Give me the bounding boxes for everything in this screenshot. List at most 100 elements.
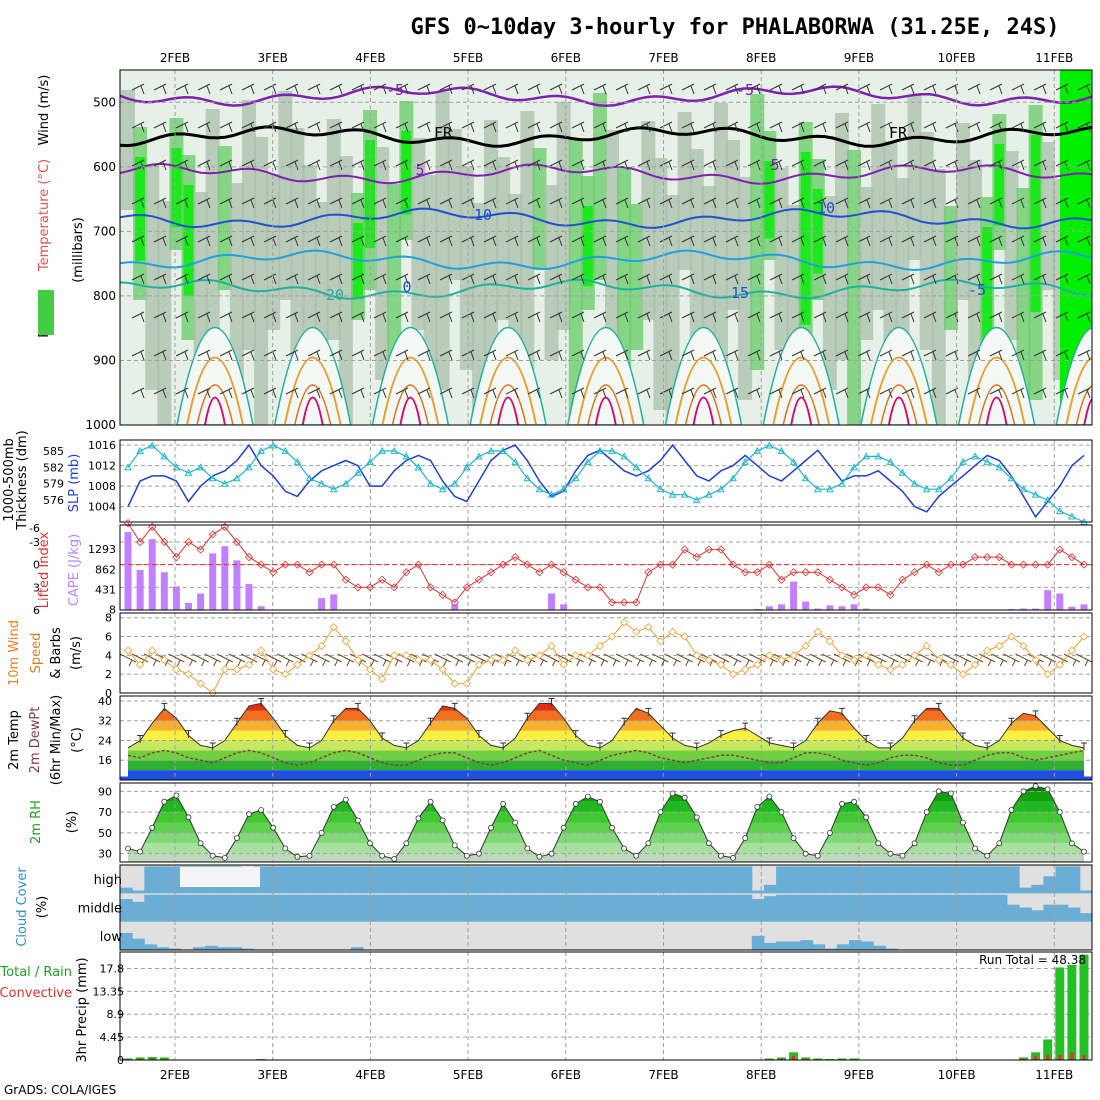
cloud-bar (836, 944, 850, 950)
rh-point (1044, 786, 1051, 793)
wind-barb (329, 311, 343, 323)
cloud-bar (1031, 884, 1044, 894)
wind-barb (351, 235, 365, 247)
contour-label: -5 (386, 81, 404, 99)
precip-tick: 0 (117, 1054, 124, 1067)
wind-barb (219, 235, 233, 247)
wind-barb (1063, 653, 1081, 667)
thickness-point (753, 446, 762, 454)
wind-barb (219, 387, 233, 399)
lifted-index-point (704, 545, 713, 554)
wind-barb (285, 235, 299, 247)
dewpoint-line (127, 749, 1085, 766)
thickness-point (487, 446, 495, 454)
rh-streak (738, 177, 753, 400)
rh-point (742, 835, 749, 841)
wind-barb (461, 387, 475, 399)
wind-barb (241, 83, 255, 95)
wind-speed-point (765, 651, 774, 660)
wind-barb (615, 159, 629, 171)
thickness-point (208, 474, 217, 482)
cape-bar (221, 546, 229, 610)
rh-point (681, 794, 688, 801)
rh-point (500, 800, 507, 807)
cloud-bar (314, 894, 328, 922)
wind-barb (791, 349, 805, 361)
wind-barb (593, 197, 607, 209)
wind-speed-point (849, 655, 859, 665)
cloud-bar (849, 940, 862, 950)
wind-speed-point (486, 655, 496, 665)
thickness-point (874, 452, 883, 460)
panel-frame (119, 782, 1093, 863)
wind-barb (527, 159, 541, 171)
lifted-index-point (656, 560, 665, 569)
slp-tick: 1004 (88, 501, 116, 514)
wind-speed-point (595, 641, 605, 651)
wind-barb (505, 273, 519, 285)
wind-barb (659, 273, 673, 285)
cape-bar (245, 584, 253, 610)
wind-barb (307, 273, 321, 285)
wind-barb (1077, 121, 1091, 133)
wind-speed-point (837, 651, 847, 660)
thickness-point (329, 485, 338, 493)
rh-point (379, 852, 386, 859)
thickness-point (729, 474, 737, 482)
thickness-tick: 579 (43, 478, 64, 491)
rh-point (863, 814, 870, 821)
cloud-bar (144, 866, 157, 894)
wind-speed-point (523, 655, 532, 665)
rh-point (1008, 807, 1015, 813)
rh-streak (229, 183, 244, 380)
wind-speed-point (970, 660, 980, 669)
side-label: Total / Rain (0, 965, 72, 980)
wind-speed-point (801, 641, 810, 651)
rh-streak (907, 95, 922, 260)
wind-barb (640, 653, 657, 667)
lifted-index-point (1055, 545, 1064, 554)
date-label: 4FEB (355, 1068, 385, 1082)
cloud-bar (739, 866, 753, 894)
wind-barb (923, 83, 937, 95)
wind-barb (857, 387, 871, 399)
lifted-index-point (414, 560, 423, 569)
contour-label: 10 (817, 199, 835, 217)
pressure-tick: 500 (93, 95, 116, 109)
thickness-point (269, 441, 278, 449)
rh-point (984, 852, 991, 859)
rh-legend-swatch (38, 290, 54, 335)
thickness-point (184, 468, 193, 476)
wind-barb (417, 121, 431, 133)
wind-barb (571, 311, 585, 323)
thickness-point (644, 474, 653, 482)
wind-barb (175, 121, 189, 133)
rh-point (306, 852, 313, 859)
wind-barb (989, 159, 1003, 171)
thickness-point (148, 441, 157, 449)
rh-streak (447, 129, 462, 280)
wind-barb (593, 235, 607, 247)
wind-barb (197, 273, 211, 285)
wind-speed-point (583, 651, 592, 660)
wind-barb (228, 653, 246, 667)
cloud-bar (703, 894, 716, 922)
wind-barb (263, 197, 277, 209)
thickness-point (317, 479, 326, 487)
wind-barb (264, 653, 282, 667)
cloud-bar (241, 894, 255, 922)
wind-barb (175, 349, 189, 361)
wind-barb (703, 311, 717, 323)
thickness-point (850, 463, 858, 471)
wind-barb (285, 349, 299, 361)
cape-bar (802, 601, 810, 610)
side-label: Cloud Cover (15, 867, 30, 947)
panel-frame (119, 612, 1093, 694)
li-tick: 0 (33, 559, 40, 572)
rh-point (415, 815, 422, 822)
rh-point (730, 854, 736, 861)
wind-barb (769, 159, 783, 171)
side-label: (millibars) (71, 217, 86, 283)
wind-barb (131, 349, 145, 361)
rh-point (875, 840, 882, 847)
